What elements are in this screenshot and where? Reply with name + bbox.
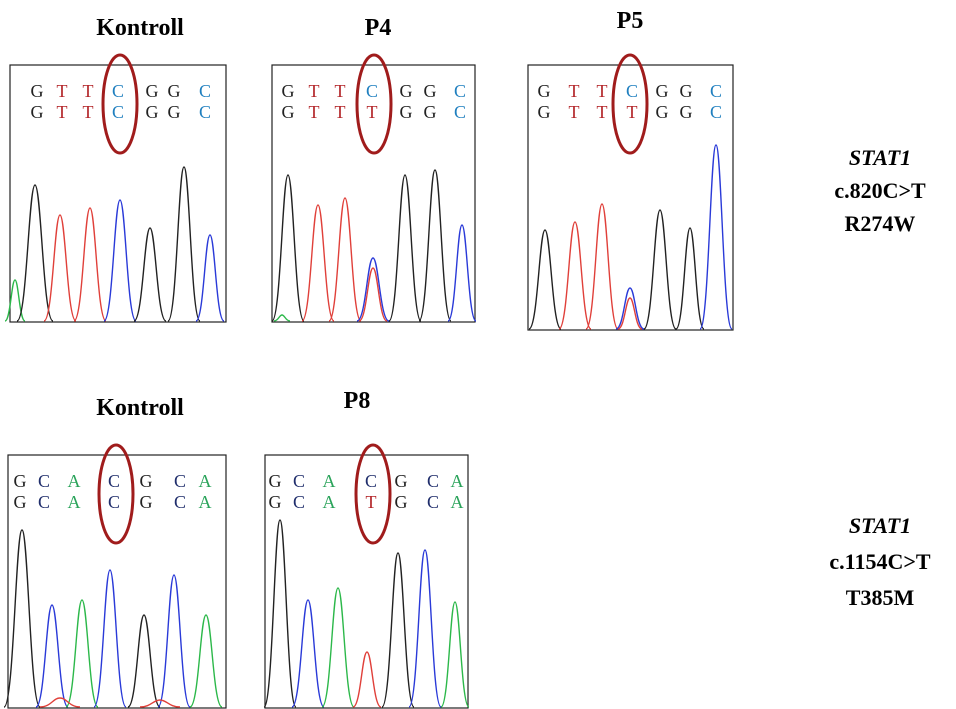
- base-letter: A: [199, 471, 212, 491]
- base-letter: T: [335, 81, 346, 101]
- base-letter: G: [538, 102, 551, 122]
- variant-label: T385M: [846, 585, 915, 610]
- base-letter: T: [83, 102, 94, 122]
- base-letter: C: [454, 81, 466, 101]
- variant-label: STAT1: [849, 513, 911, 538]
- base-letter: G: [395, 471, 408, 491]
- base-letter: T: [597, 81, 608, 101]
- base-letter: T: [569, 81, 580, 101]
- base-letter: C: [710, 102, 722, 122]
- base-letter: G: [140, 471, 153, 491]
- base-letter: C: [293, 492, 305, 512]
- base-letter: G: [146, 81, 159, 101]
- base-letter: A: [68, 471, 81, 491]
- base-letter: C: [626, 81, 638, 101]
- base-letter: T: [309, 102, 320, 122]
- base-letter: G: [269, 471, 282, 491]
- base-letter: C: [365, 471, 377, 491]
- base-letter: G: [14, 471, 27, 491]
- base-letter: C: [366, 81, 378, 101]
- panel-title: P8: [344, 388, 371, 414]
- base-letter: C: [710, 81, 722, 101]
- base-letter: T: [366, 492, 377, 512]
- base-letter: C: [112, 81, 124, 101]
- base-letter: C: [454, 102, 466, 122]
- base-letter: G: [168, 81, 181, 101]
- panel-title: Kontroll: [96, 15, 184, 41]
- base-letter: A: [451, 492, 464, 512]
- base-letter: G: [31, 102, 44, 122]
- base-letter: C: [427, 492, 439, 512]
- base-letter: T: [57, 81, 68, 101]
- base-letter: C: [199, 102, 211, 122]
- base-letter: C: [174, 471, 186, 491]
- base-letter: T: [83, 81, 94, 101]
- base-letter: C: [108, 492, 120, 512]
- variant-label: c.1154C>T: [829, 549, 930, 574]
- base-letter: A: [323, 492, 336, 512]
- base-letter: G: [400, 81, 413, 101]
- base-letter: C: [38, 492, 50, 512]
- variant-label: STAT1: [849, 145, 911, 170]
- base-letter: T: [309, 81, 320, 101]
- variant-label: R274W: [845, 211, 916, 236]
- base-letter: G: [395, 492, 408, 512]
- base-letter: G: [282, 81, 295, 101]
- base-letter: C: [38, 471, 50, 491]
- base-letter: G: [140, 492, 153, 512]
- base-letter: G: [168, 102, 181, 122]
- variant-label: c.820C>T: [834, 178, 926, 203]
- base-letter: G: [680, 81, 693, 101]
- base-letter: C: [427, 471, 439, 491]
- base-letter: T: [627, 102, 638, 122]
- base-letter: C: [108, 471, 120, 491]
- base-letter: A: [323, 471, 336, 491]
- base-letter: G: [282, 102, 295, 122]
- base-letter: A: [68, 492, 81, 512]
- base-letter: G: [424, 102, 437, 122]
- panel-title: P5: [617, 8, 644, 34]
- base-letter: T: [57, 102, 68, 122]
- base-letter: C: [174, 492, 186, 512]
- base-letter: G: [14, 492, 27, 512]
- base-letter: A: [199, 492, 212, 512]
- base-letter: T: [597, 102, 608, 122]
- base-letter: G: [424, 81, 437, 101]
- base-letter: C: [112, 102, 124, 122]
- base-letter: G: [538, 81, 551, 101]
- base-letter: G: [146, 102, 159, 122]
- base-letter: C: [293, 471, 305, 491]
- base-letter: G: [656, 81, 669, 101]
- base-letter: T: [367, 102, 378, 122]
- base-letter: G: [269, 492, 282, 512]
- figure: KontrollGTTCGGCGTTCGGCP4GTTCGGCGTTTGGCP5…: [0, 0, 956, 709]
- base-letter: T: [335, 102, 346, 122]
- base-letter: G: [656, 102, 669, 122]
- base-letter: A: [451, 471, 464, 491]
- base-letter: C: [199, 81, 211, 101]
- panel-title: Kontroll: [96, 395, 184, 421]
- base-letter: G: [400, 102, 413, 122]
- panel-title: P4: [365, 15, 392, 41]
- base-letter: G: [680, 102, 693, 122]
- base-letter: T: [569, 102, 580, 122]
- base-letter: G: [31, 81, 44, 101]
